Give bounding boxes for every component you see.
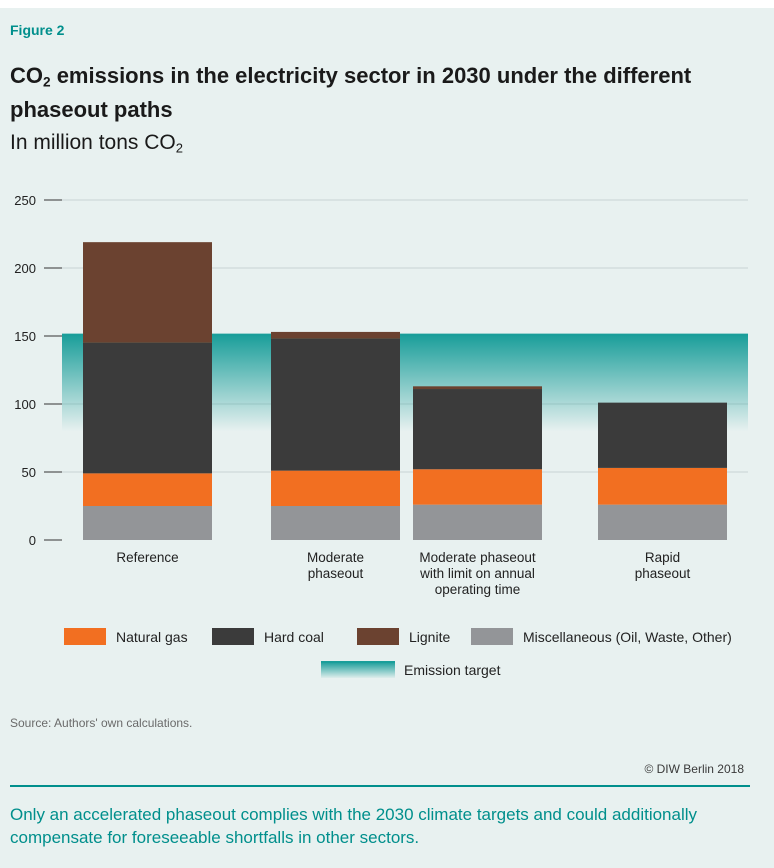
y-tick-label-100: 100 xyxy=(14,397,36,412)
bottom-rule xyxy=(10,785,750,787)
legend-swatch-hard_coal xyxy=(212,628,254,645)
x-category-label-0: Reference xyxy=(116,550,178,565)
chart-subtitle: In million tons CO2 xyxy=(10,131,183,156)
bar-hard_coal-0 xyxy=(83,342,212,474)
top-rule xyxy=(0,0,774,8)
y-tick-label-250: 250 xyxy=(14,193,36,208)
chart-title: CO2 emissions in the electricity sector … xyxy=(10,63,692,123)
bar-hard_coal-1 xyxy=(271,338,400,471)
bar-natural_gas-3 xyxy=(598,467,727,505)
y-tick-label-0: 0 xyxy=(29,533,36,548)
legend-label-natural_gas: Natural gas xyxy=(116,629,188,645)
legend-swatch-misc xyxy=(471,628,513,645)
bar-misc-1 xyxy=(271,506,400,540)
legend-label-lignite: Lignite xyxy=(409,629,450,645)
bar-natural_gas-2 xyxy=(413,469,542,505)
bar-lignite-0 xyxy=(83,242,212,343)
y-tick-label-150: 150 xyxy=(14,329,36,344)
bar-misc-3 xyxy=(598,504,727,540)
bar-hard_coal-2 xyxy=(413,389,542,470)
bar-misc-0 xyxy=(83,506,212,540)
legend-label-hard_coal: Hard coal xyxy=(264,629,324,645)
stacked-bar-chart: 0 50 100 150 200 250 Reference Moderate phaseout… xyxy=(14,193,748,678)
bar-lignite-2 xyxy=(413,386,542,390)
bar-lignite-1 xyxy=(271,331,400,339)
x-category-label-3: Rapid phaseout xyxy=(635,550,691,581)
bar-misc-2 xyxy=(413,504,542,540)
legend-swatch-emission-target xyxy=(321,662,395,678)
bar-hard_coal-3 xyxy=(598,402,727,468)
legend-swatch-natural_gas xyxy=(64,628,106,645)
bar-natural_gas-0 xyxy=(83,473,212,506)
copyright: © DIW Berlin 2018 xyxy=(644,762,744,776)
figure-label: Figure 2 xyxy=(10,22,65,38)
legend-swatch-lignite xyxy=(357,628,399,645)
legend-label-misc: Miscellaneous (Oil, Waste, Other) xyxy=(523,629,732,645)
source-note: Source: Authors' own calculations. xyxy=(10,716,193,730)
x-category-label-1: Moderate phaseout xyxy=(307,550,364,581)
y-tick-label-200: 200 xyxy=(14,261,36,276)
caption: Only an accelerated phaseout complies wi… xyxy=(10,805,698,847)
x-category-label-2: Moderate phaseout with limit on annual ope… xyxy=(419,550,536,597)
legend-label-emission-target: Emission target xyxy=(404,662,501,678)
bar-natural_gas-1 xyxy=(271,470,400,506)
y-tick-label-50: 50 xyxy=(22,465,36,480)
